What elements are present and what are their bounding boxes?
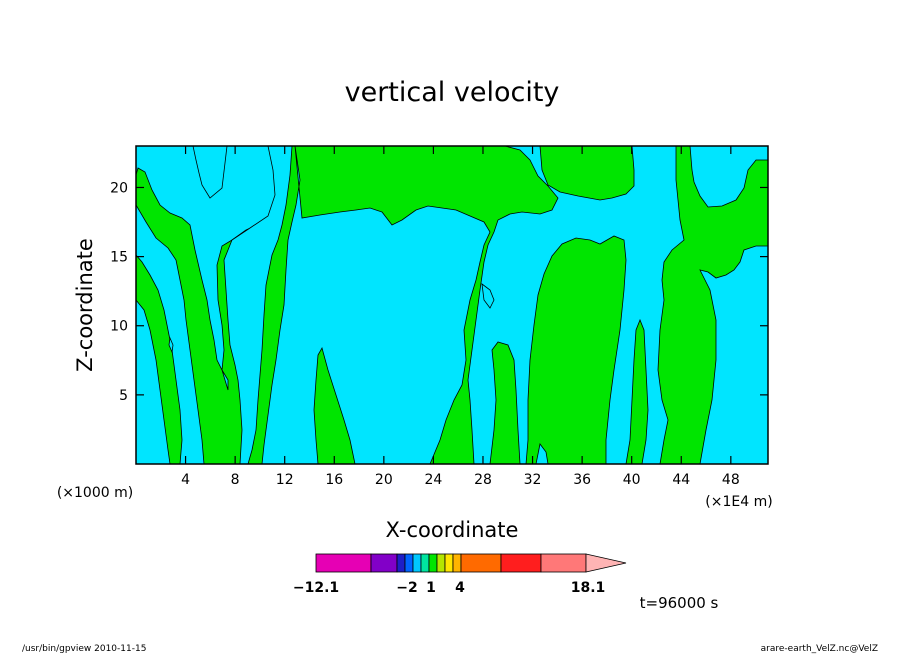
colorbar-cell — [396, 553, 406, 573]
negative-region — [136, 146, 279, 391]
y-tick-label: 15 — [110, 250, 128, 266]
negative-region — [168, 336, 174, 354]
negative-region — [261, 146, 491, 464]
contour-fill — [136, 146, 768, 464]
x-tick-label: 20 — [375, 472, 393, 488]
colorbar-cell — [452, 553, 462, 573]
colorbar-cell — [315, 553, 372, 573]
colorbar-label: −2 — [396, 580, 417, 596]
y-tick-label: 10 — [110, 319, 128, 335]
x-tick-label: 4 — [181, 472, 190, 488]
footer-right: arare-earth_VelZ.nc@VelZ — [761, 644, 878, 654]
negative-region — [136, 204, 205, 464]
colorbar-cell — [428, 553, 438, 573]
colorbar-cell — [436, 553, 446, 573]
y-axis-label: Z-coordinate — [73, 238, 97, 372]
colorbar-labels: −12.1 −2 1 4 18.1 — [293, 580, 605, 596]
negative-region — [136, 299, 171, 464]
x-tick-label: 40 — [623, 472, 641, 488]
colorbar-cell — [404, 553, 414, 573]
colorbar-cells — [315, 553, 627, 573]
x-tick-label: 28 — [474, 472, 492, 488]
negative-region — [699, 245, 768, 464]
footer-left: /usr/bin/gpview 2010-11-15 — [22, 644, 146, 654]
x-tick-label: 24 — [424, 472, 442, 488]
x-tick-label: 8 — [231, 472, 240, 488]
x-tick-label: 12 — [276, 472, 294, 488]
x-tick-label: 16 — [325, 472, 343, 488]
x-unit-note: (×1E4 m) — [705, 494, 772, 510]
colorbar-cell — [500, 553, 542, 573]
colorbar: −12.1 −2 1 4 18.1 — [293, 553, 627, 596]
colorbar-label: −12.1 — [293, 580, 339, 596]
plot-frame — [135, 145, 769, 465]
negative-regions — [136, 146, 768, 464]
time-label: t=96000 s — [640, 594, 719, 612]
x-tick-label: 48 — [722, 472, 740, 488]
colorbar-arrow — [585, 553, 627, 573]
y-unit-note: (×1000 m) — [57, 485, 133, 501]
x-axis-label: X-coordinate — [386, 518, 519, 542]
x-tick-label: 32 — [524, 472, 542, 488]
y-tick-label: 20 — [110, 180, 128, 196]
y-axis-ticks: 5 10 15 20 — [110, 180, 768, 404]
y-tick-label: 5 — [119, 388, 128, 404]
colorbar-cell — [444, 553, 454, 573]
x-tick-label: 36 — [573, 472, 591, 488]
x-axis-ticks: 4 8 12 16 20 24 28 32 36 40 44 48 — [181, 146, 740, 488]
colorbar-label: 18.1 — [571, 580, 606, 596]
colorbar-cell — [412, 553, 422, 573]
colorbar-cell — [370, 553, 398, 573]
x-tick-label: 44 — [672, 472, 690, 488]
colorbar-cell — [460, 553, 502, 573]
negative-region — [440, 146, 768, 464]
colorbar-cell — [420, 553, 430, 573]
negative-region — [223, 146, 293, 464]
colorbar-label: 1 — [426, 580, 436, 596]
colorbar-cell — [540, 553, 587, 573]
negative-region — [535, 443, 549, 464]
colorbar-label: 4 — [455, 580, 465, 596]
negative-region — [481, 283, 495, 309]
chart-title: vertical velocity — [345, 77, 560, 108]
